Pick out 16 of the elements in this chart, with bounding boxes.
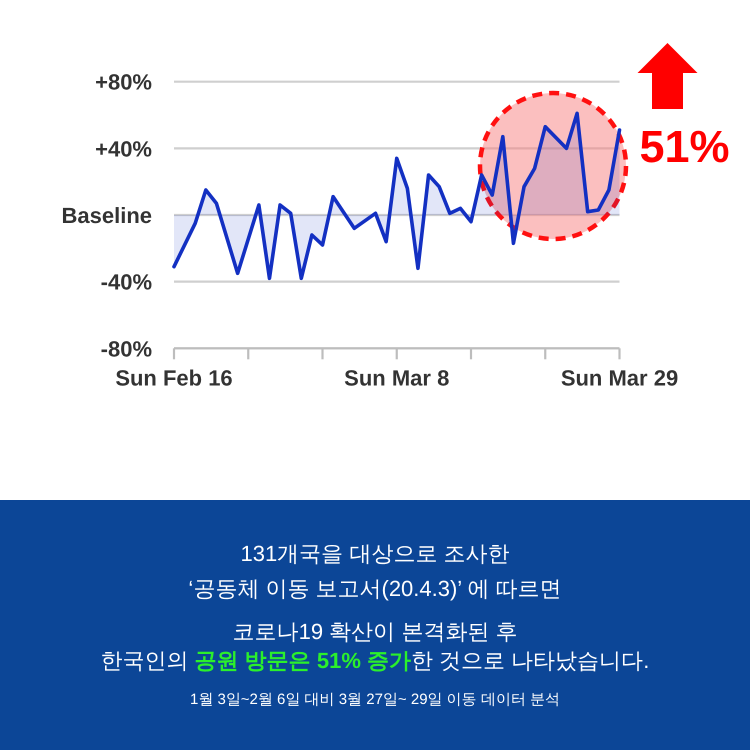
text: 131개국을 대상으로 조사한 [240, 541, 510, 566]
y-tick-label: Baseline [62, 203, 152, 228]
y-tick-label: -40% [100, 270, 152, 295]
annotation: 51% [640, 121, 730, 172]
y-tick-label: +40% [95, 136, 152, 162]
text: ‘공동체 이동 보고서(20.4.3)’ 에 따르면 [188, 576, 562, 601]
y-tick-label: +80% [95, 70, 152, 95]
x-tick-label: Sun Mar 8 [344, 365, 450, 390]
text: 한국인의 [100, 648, 189, 673]
x-tick-label: Sun Feb 16 [115, 365, 233, 390]
y-tick-label: -80% [100, 336, 152, 362]
text: 공원 방문은 51% 증가 [194, 648, 412, 673]
text: 코로나19 확산이 본격화된 후 [232, 619, 518, 644]
x-tick-label: Sun Mar 29 [560, 365, 678, 390]
text: 1월 3일~2월 6일 대비 3월 27일~ 29일 이동 데이터 분석 [190, 691, 560, 708]
text: 한 것으로 나타났습니다. [411, 648, 650, 673]
